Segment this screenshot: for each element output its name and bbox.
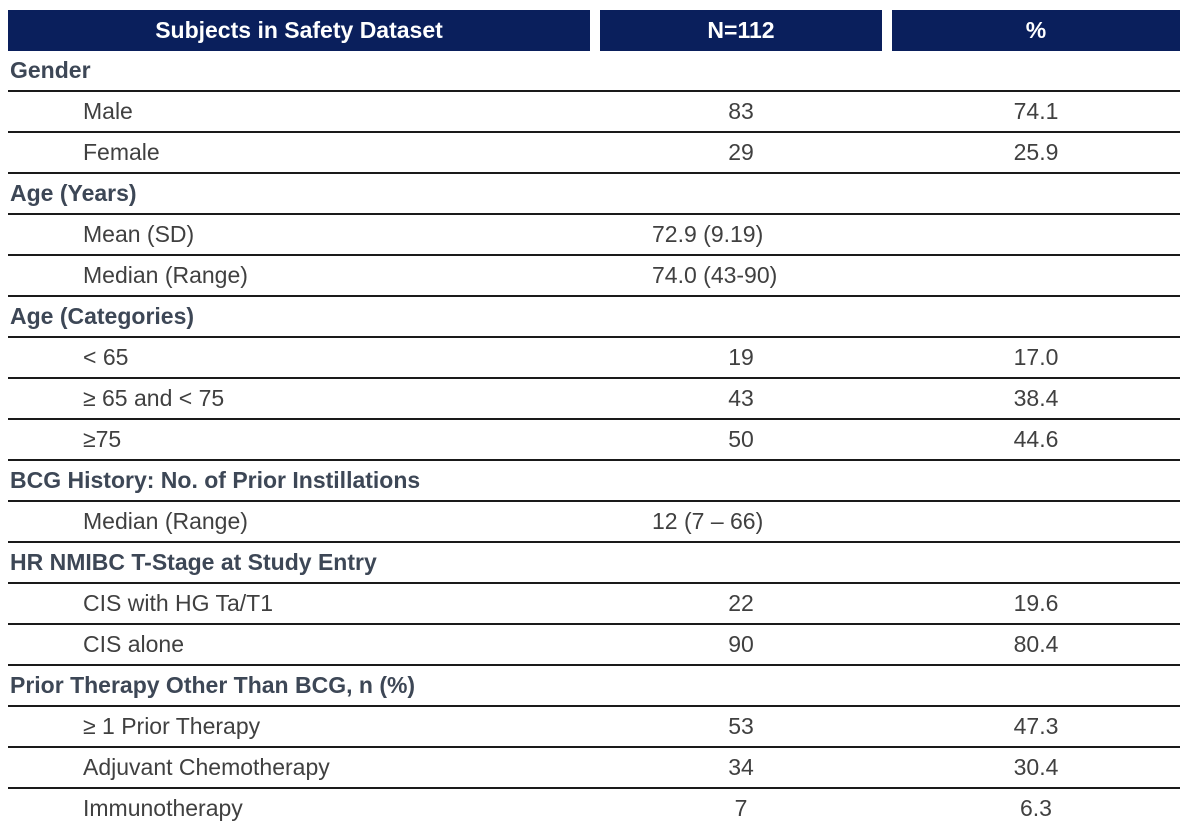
section-title: Age (Categories) [10,303,195,329]
table-row: ≥ 65 and < 75 43 38.4 [8,379,1180,420]
section-header-row: BCG History: No. of Prior Instillations [8,461,1180,502]
row-label: Mean (SD) [83,221,195,247]
row-percent: 80.4 [1013,631,1059,657]
header-n: N=112 [600,10,882,51]
row-count: 22 [728,590,754,616]
row-percent: 47.3 [1013,713,1059,739]
section-header-row: Gender [8,51,1180,92]
table-header: Subjects in Safety Dataset N=112 % [8,10,1180,51]
row-count: 53 [728,713,754,739]
table-row: CIS with HG Ta/T1 22 19.6 [8,584,1180,625]
row-label: Median (Range) [83,508,248,534]
row-label: ≥75 [83,426,122,452]
table-row: Male 83 74.1 [8,92,1180,133]
header-subjects: Subjects in Safety Dataset [8,10,590,51]
row-count: 90 [728,631,754,657]
table-row: CIS alone 90 80.4 [8,625,1180,666]
row-percent: 6.3 [1020,795,1052,821]
row-count: 29 [728,139,754,165]
section-title: HR NMIBC T-Stage at Study Entry [10,549,377,575]
section-header-row: HR NMIBC T-Stage at Study Entry [8,543,1180,584]
table-row: Female 29 25.9 [8,133,1180,174]
row-count: 7 [734,795,748,821]
table-row: < 65 19 17.0 [8,338,1180,379]
header-percent: % [892,10,1180,51]
row-count: 50 [728,426,754,452]
section-header-row: Age (Years) [8,174,1180,215]
row-statistic: 12 (7 – 66) [652,508,764,534]
row-label: Median (Range) [83,262,248,288]
row-percent: 74.1 [1013,98,1059,124]
row-label: Adjuvant Chemotherapy [83,754,330,780]
row-count: 43 [728,385,754,411]
section-title: Gender [10,57,91,83]
table-row: ≥ 1 Prior Therapy 53 47.3 [8,707,1180,748]
row-label: CIS with HG Ta/T1 [83,590,274,616]
table-row: Median (Range) 12 (7 – 66) [8,502,1180,543]
table-row: Mean (SD) 72.9 (9.19) [8,215,1180,256]
row-count: 34 [728,754,754,780]
row-count: 83 [728,98,754,124]
table-row: Adjuvant Chemotherapy 34 30.4 [8,748,1180,789]
row-percent: 19.6 [1013,590,1059,616]
row-percent: 30.4 [1013,754,1059,780]
row-percent: 25.9 [1013,139,1059,165]
row-percent: 38.4 [1013,385,1059,411]
row-label: < 65 [83,344,129,370]
row-label: ≥ 65 and < 75 [83,385,225,411]
section-title: Prior Therapy Other Than BCG, n (%) [10,672,416,698]
row-label: Female [83,139,160,165]
section-header-row: Prior Therapy Other Than BCG, n (%) [8,666,1180,707]
table-row: Immunotherapy 7 6.3 [8,789,1180,827]
section-title: BCG History: No. of Prior Instillations [10,467,421,493]
row-statistic: 72.9 (9.19) [652,221,764,247]
table-body: Gender Male 83 74.1 Female 29 25.9 Age (Years) M… [8,51,1180,827]
row-percent: 17.0 [1013,344,1059,370]
section-header-row: Age (Categories) [8,297,1180,338]
row-count: 19 [728,344,754,370]
row-label: ≥ 1 Prior Therapy [83,713,261,739]
row-label: Immunotherapy [83,795,243,821]
table-row: ≥75 50 44.6 [8,420,1180,461]
row-percent: 44.6 [1013,426,1059,452]
row-label: CIS alone [83,631,185,657]
row-label: Male [83,98,133,124]
row-statistic: 74.0 (43-90) [652,262,778,288]
section-title: Age (Years) [10,180,137,206]
table-row: Median (Range) 74.0 (43-90) [8,256,1180,297]
